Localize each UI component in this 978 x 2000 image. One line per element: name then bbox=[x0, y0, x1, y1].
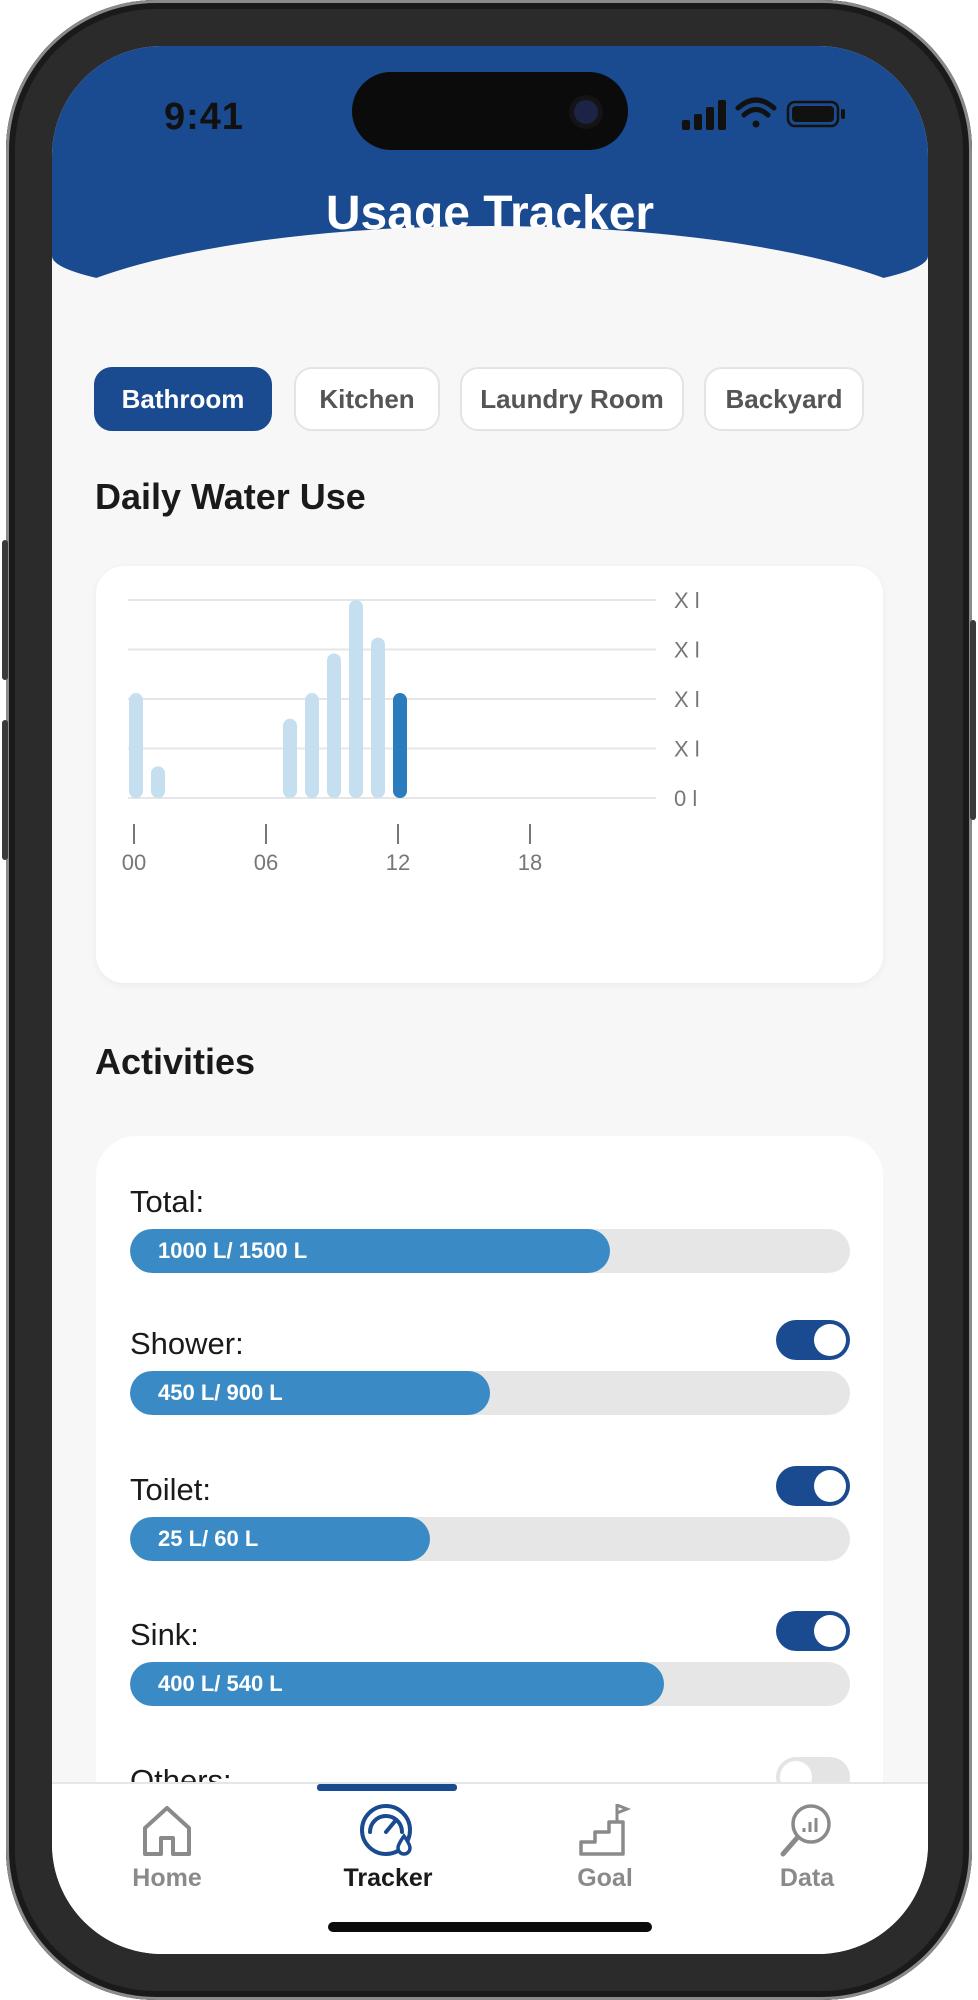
data-search-icon bbox=[780, 1804, 831, 1857]
bar bbox=[327, 653, 341, 798]
bar bbox=[349, 600, 363, 798]
progress-bar-total: 1000 L/ 1500 L bbox=[130, 1229, 850, 1273]
bar bbox=[393, 693, 407, 798]
signal-icon bbox=[682, 100, 726, 130]
progress-fill: 25 L/ 60 L bbox=[130, 1517, 431, 1561]
nav-goal[interactable]: Goal bbox=[530, 1802, 680, 1893]
status-icons bbox=[682, 97, 845, 130]
home-indicator bbox=[328, 1922, 652, 1932]
tab-backyard[interactable]: Backyard bbox=[704, 367, 864, 431]
tab-laundry-room[interactable]: Laundry Room bbox=[460, 367, 684, 431]
x-tick-label: 00 bbox=[122, 850, 146, 875]
progress-text: 1000 L/ 1500 L bbox=[158, 1238, 308, 1263]
app-screen: 9:41 Usage Tracker Bathroom bbox=[52, 46, 928, 1954]
toggle-knob bbox=[814, 1615, 846, 1647]
progress-text: 400 L/ 540 L bbox=[158, 1671, 283, 1696]
volume-down-button bbox=[2, 720, 8, 860]
camera-icon bbox=[574, 100, 598, 124]
progress-text: 25 L/ 60 L bbox=[158, 1526, 259, 1551]
shower-toggle[interactable] bbox=[776, 1320, 850, 1360]
y-tick-label: X l bbox=[674, 588, 700, 613]
nav-label: Home bbox=[132, 1864, 202, 1892]
power-button bbox=[970, 620, 976, 820]
bar bbox=[371, 637, 385, 798]
progress-bar-shower: 450 L/ 900 L bbox=[130, 1371, 850, 1415]
progress-bar-toilet: 25 L/ 60 L bbox=[130, 1517, 850, 1561]
battery-icon bbox=[786, 100, 845, 128]
home-icon bbox=[143, 1806, 191, 1856]
status-time: 9:41 bbox=[164, 96, 245, 138]
y-tick-label: X l bbox=[674, 638, 700, 663]
progress-bar-sink: 400 L/ 540 L bbox=[130, 1662, 850, 1706]
toggle-knob bbox=[814, 1470, 846, 1502]
tracker-gauge-icon bbox=[360, 1804, 412, 1856]
nav-label: Data bbox=[779, 1864, 835, 1892]
daily-chart-card: X l X l X l X l 0 l 00 06 12 18 bbox=[96, 566, 883, 983]
volume-up-button bbox=[2, 540, 8, 680]
activities-title: Activities bbox=[95, 1041, 256, 1082]
bar bbox=[151, 766, 165, 798]
activities-card: Total: 1000 L/ 1500 L Shower: 450 L/ 900… bbox=[96, 1136, 883, 1856]
bar bbox=[283, 718, 297, 798]
nav-active-indicator bbox=[317, 1784, 457, 1791]
activity-label: Total: bbox=[130, 1184, 205, 1219]
y-tick-label: X l bbox=[674, 737, 700, 762]
nav-label: Goal bbox=[577, 1864, 633, 1892]
nav-data[interactable]: Data bbox=[732, 1802, 882, 1893]
daily-water-use-title: Daily Water Use bbox=[95, 476, 366, 517]
nav-label: Tracker bbox=[343, 1864, 433, 1892]
activity-label: Toilet: bbox=[130, 1472, 211, 1507]
daily-water-chart: X l X l X l X l 0 l 00 06 12 18 bbox=[122, 588, 700, 875]
progress-fill: 450 L/ 900 L bbox=[130, 1371, 490, 1415]
wifi-icon bbox=[735, 97, 777, 128]
sink-toggle[interactable] bbox=[776, 1611, 850, 1651]
activity-label: Sink: bbox=[130, 1617, 199, 1652]
tab-kitchen[interactable]: Kitchen bbox=[294, 367, 440, 431]
toilet-toggle[interactable] bbox=[776, 1466, 850, 1506]
nav-home[interactable]: Home bbox=[92, 1802, 242, 1893]
y-tick-label: 0 l bbox=[674, 786, 697, 811]
progress-fill: 400 L/ 540 L bbox=[130, 1662, 664, 1706]
y-tick-label: X l bbox=[674, 687, 700, 712]
bar bbox=[305, 693, 319, 798]
progress-fill: 1000 L/ 1500 L bbox=[130, 1229, 611, 1273]
activity-label: Shower: bbox=[130, 1326, 244, 1361]
bar bbox=[129, 693, 143, 798]
x-tick-label: 18 bbox=[518, 850, 542, 875]
tab-bathroom[interactable]: Bathroom bbox=[94, 367, 272, 431]
toggle-knob bbox=[814, 1324, 846, 1356]
goal-flag-icon bbox=[579, 1803, 632, 1856]
nav-tracker[interactable]: Tracker bbox=[313, 1802, 463, 1893]
x-tick-label: 12 bbox=[386, 850, 410, 875]
x-tick-label: 06 bbox=[254, 850, 278, 875]
progress-text: 450 L/ 900 L bbox=[158, 1380, 283, 1405]
